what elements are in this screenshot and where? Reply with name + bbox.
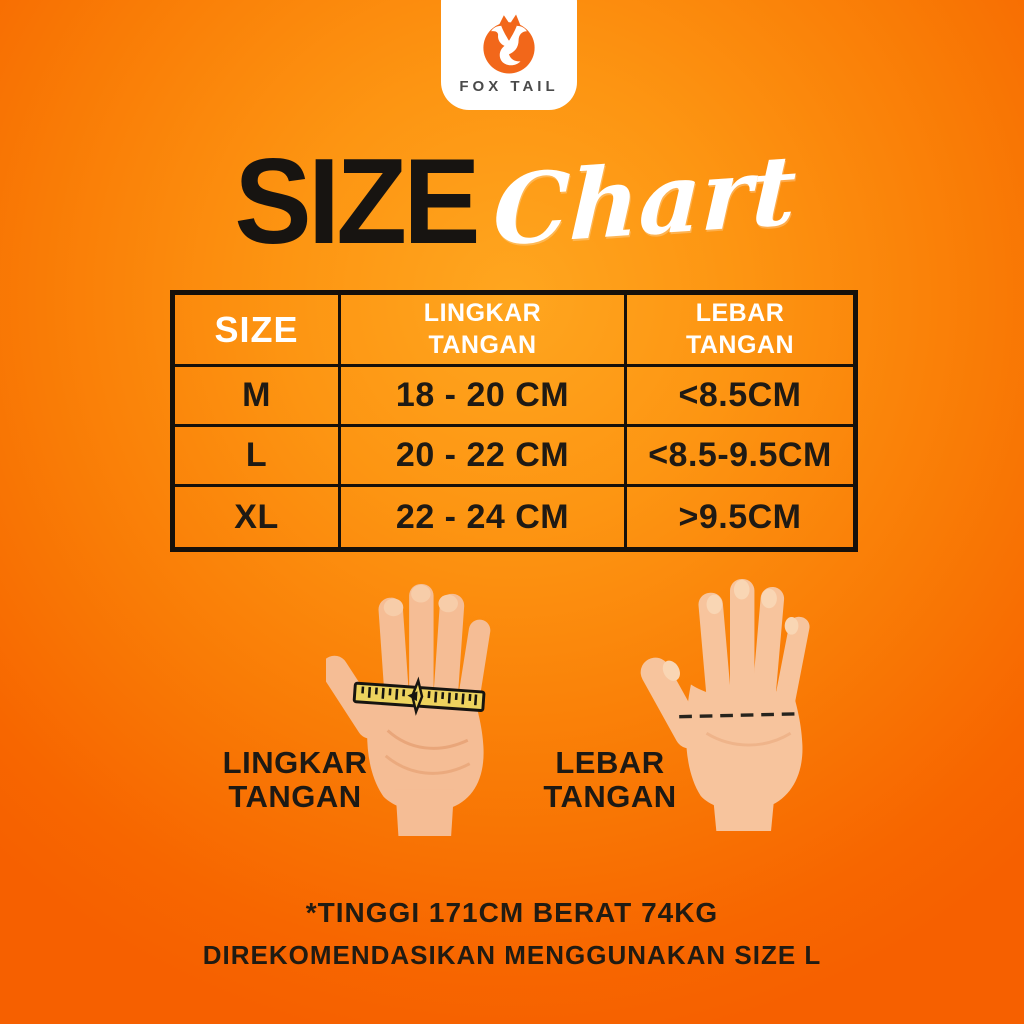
palm-hand-illustration (326, 583, 491, 836)
hand-back-illustration (640, 578, 810, 831)
row-m-lebar: <8.5CM (627, 367, 853, 427)
row-l-size: L (175, 427, 341, 487)
header-cell-size: SIZE (175, 295, 341, 367)
measuring-tape-icon (352, 676, 486, 716)
row-m-size: M (175, 367, 341, 427)
brand-wordmark: FOX TAIL (459, 78, 559, 95)
size-chart-table: SIZE LINGKAR TANGAN LEBAR TANGAN M 18 - … (170, 290, 858, 552)
footnote-line-2: DIREKOMENDASIKAN MENGGUNAKAN SIZE L (202, 940, 822, 970)
row-l-lebar: <8.5-9.5CM (627, 427, 853, 487)
row-xl-lingkar: 22 - 24 CM (341, 487, 627, 547)
row-l-lingkar: 20 - 22 CM (341, 427, 627, 487)
row-xl-size: XL (175, 487, 341, 547)
row-xl-lebar: >9.5CM (678, 497, 802, 536)
label-lingkar-tangan: LINGKAR TANGAN (222, 745, 368, 815)
brand-badge: FOX TAIL (441, 0, 577, 110)
header-cell-lingkar: LINGKAR TANGAN (341, 295, 627, 367)
page-title: SIZE Chart (0, 133, 1024, 269)
fox-logo-icon (483, 14, 535, 74)
footnote-line-1: *TINGGI 171CM BERAT 74KG (305, 897, 719, 928)
row-m-lingkar: 18 - 20 CM (341, 367, 627, 427)
header-cell-lebar: LEBAR TANGAN (627, 295, 853, 367)
title-word-chart: Chart (491, 133, 798, 268)
title-word-size: SIZE (234, 133, 480, 269)
label-lebar-tangan: LEBAR TANGAN (543, 745, 677, 815)
